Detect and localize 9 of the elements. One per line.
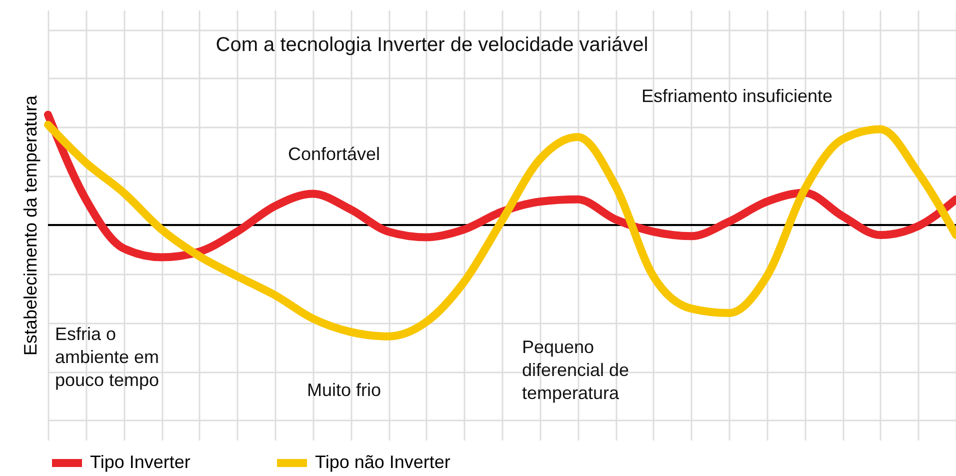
text: Muito frio bbox=[306, 380, 382, 400]
text: Pequeno diferencial de temperatura bbox=[522, 337, 630, 403]
legend-label: Tipo Inverter bbox=[90, 452, 190, 472]
annotation: Confortável bbox=[288, 144, 380, 164]
annotation: Esfria o ambiente em pouco tempo bbox=[55, 324, 160, 390]
text: Esfriamento insuficiente bbox=[641, 86, 833, 106]
y-axis-title: Estabelecimento da temperatura bbox=[20, 94, 40, 356]
legend-label: Tipo não Inverter bbox=[315, 452, 450, 472]
chart-title: Com a tecnologia Inverter de velocidade variável bbox=[216, 34, 648, 56]
